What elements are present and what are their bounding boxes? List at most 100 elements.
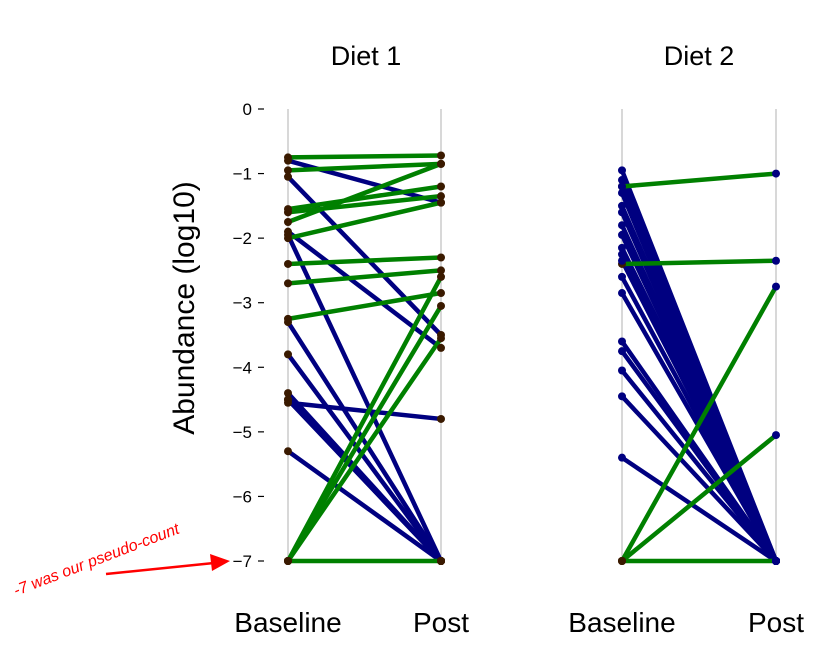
baseline-point [618, 221, 626, 230]
panel-title: Diet 1 [331, 41, 402, 71]
series-line [285, 397, 444, 564]
baseline-point [284, 208, 292, 217]
baseline-point [284, 279, 292, 288]
series-line [285, 268, 444, 286]
panel-title: Diet 2 [664, 41, 735, 71]
post-point [437, 266, 445, 275]
post-point [437, 182, 445, 191]
baseline-point [618, 250, 626, 259]
y-axis-label: Abundance (log10) [168, 181, 201, 435]
series-line [285, 161, 444, 173]
series-line [619, 432, 779, 564]
baseline-point [618, 176, 626, 185]
baseline-point [618, 166, 626, 175]
baseline-point [618, 182, 626, 191]
baseline-point [284, 172, 292, 181]
post-point [437, 343, 445, 352]
post-point [437, 414, 445, 423]
series-line [285, 184, 444, 212]
baseline-point [284, 259, 292, 268]
series-line [619, 284, 779, 564]
baseline-point [618, 243, 626, 252]
post-point [437, 192, 445, 201]
series-line [619, 455, 779, 564]
series-line [619, 171, 779, 189]
baseline-point [618, 337, 626, 346]
baseline-point [618, 347, 626, 356]
baseline-point [618, 272, 626, 281]
series-line [285, 352, 444, 564]
series-line [285, 274, 444, 564]
series-line [285, 400, 444, 422]
y-tick-label: 0 [243, 100, 252, 119]
x-tick-label: Post [748, 607, 804, 638]
baseline-point [618, 557, 626, 565]
series-line [619, 258, 779, 267]
post-point [772, 169, 780, 178]
annotation-text: -7 was our pseudo-count [11, 521, 182, 600]
series-points [284, 151, 780, 565]
post-point [437, 289, 445, 298]
baseline-point [284, 350, 292, 359]
post-point [772, 557, 780, 565]
series-line [619, 394, 779, 564]
y-tick-label: −1 [233, 165, 252, 184]
post-point [437, 253, 445, 262]
post-point [772, 431, 780, 440]
annotation-arrow-shaft [105, 561, 215, 576]
post-point [437, 198, 445, 207]
series-line [285, 319, 444, 564]
baseline-point [618, 289, 626, 298]
panel-titles: Diet 1 Diet 2 [331, 41, 735, 71]
y-tick-label: −4 [233, 358, 252, 377]
post-point [437, 151, 445, 160]
x-tick-label: Post [413, 607, 469, 638]
y-axis: 0 −1 −2 −3 −4 −5 −6 −7 [233, 100, 264, 571]
baseline-point [284, 218, 292, 226]
series-line [285, 290, 444, 322]
baseline-point [284, 166, 292, 175]
series-line [619, 368, 779, 564]
baseline-point [284, 389, 292, 398]
post-point [437, 159, 445, 168]
series-line [285, 303, 444, 564]
post-point [772, 282, 780, 291]
baseline-point [618, 201, 626, 210]
series-line [285, 255, 444, 267]
series-line [285, 193, 444, 215]
y-tick-label: −3 [233, 294, 252, 313]
baseline-point [618, 392, 626, 401]
baseline-point [284, 447, 292, 456]
series-line [285, 161, 444, 225]
x-axis-labels: Baseline Post Baseline Post [234, 607, 804, 638]
series-line [285, 229, 444, 351]
series-line [285, 153, 444, 160]
series-line [285, 335, 444, 564]
baseline-point [618, 453, 626, 462]
baseline-point [284, 230, 292, 239]
baseline-point [618, 208, 626, 217]
baseline-point [284, 156, 292, 165]
baseline-point [618, 256, 626, 265]
baseline-point [618, 366, 626, 375]
baseline-point [284, 557, 292, 565]
x-tick-label: Baseline [568, 607, 675, 638]
baseline-point [618, 188, 626, 197]
post-point [437, 272, 445, 281]
baseline-point [618, 230, 626, 239]
post-point [437, 334, 445, 343]
y-tick-label: −6 [233, 487, 252, 506]
post-point [437, 557, 445, 565]
series-line [285, 448, 444, 564]
y-tick-label: −7 [233, 552, 252, 571]
baseline-point [284, 318, 292, 327]
annotation-arrow-head [210, 554, 230, 571]
baseline-point [284, 395, 292, 404]
x-tick-label: Baseline [234, 607, 341, 638]
series-line [285, 232, 444, 564]
series-lines [285, 153, 779, 564]
post-point [772, 256, 780, 265]
pseudo-count-annotation: -7 was our pseudo-count [11, 521, 230, 600]
series-line [285, 200, 444, 241]
